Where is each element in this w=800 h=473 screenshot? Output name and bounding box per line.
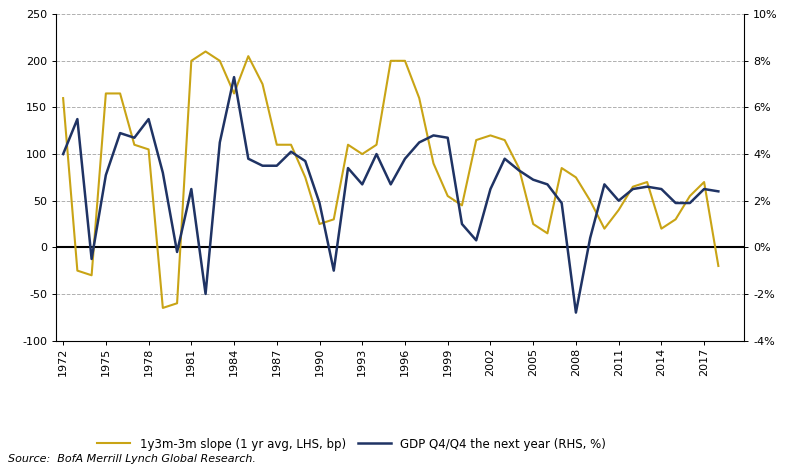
1y3m-3m slope (1 yr avg, LHS, bp) xyxy=(258,81,267,87)
GDP Q4/Q4 the next year (RHS, %) xyxy=(429,132,438,138)
GDP Q4/Q4 the next year (RHS, %) xyxy=(514,167,524,173)
1y3m-3m slope (1 yr avg, LHS, bp) xyxy=(301,175,310,180)
1y3m-3m slope (1 yr avg, LHS, bp) xyxy=(144,147,154,152)
1y3m-3m slope (1 yr avg, LHS, bp) xyxy=(58,95,68,101)
1y3m-3m slope (1 yr avg, LHS, bp) xyxy=(243,53,253,59)
1y3m-3m slope (1 yr avg, LHS, bp) xyxy=(372,142,382,148)
1y3m-3m slope (1 yr avg, LHS, bp) xyxy=(73,268,82,273)
1y3m-3m slope (1 yr avg, LHS, bp) xyxy=(614,207,623,213)
1y3m-3m slope (1 yr avg, LHS, bp) xyxy=(358,151,367,157)
GDP Q4/Q4 the next year (RHS, %) xyxy=(685,200,694,206)
GDP Q4/Q4 the next year (RHS, %) xyxy=(358,182,367,187)
GDP Q4/Q4 the next year (RHS, %) xyxy=(230,74,239,80)
GDP Q4/Q4 the next year (RHS, %) xyxy=(600,182,610,187)
GDP Q4/Q4 the next year (RHS, %) xyxy=(443,135,453,140)
GDP Q4/Q4 the next year (RHS, %) xyxy=(542,182,552,187)
GDP Q4/Q4 the next year (RHS, %) xyxy=(258,163,267,168)
GDP Q4/Q4 the next year (RHS, %) xyxy=(486,186,495,192)
1y3m-3m slope (1 yr avg, LHS, bp) xyxy=(186,58,196,64)
1y3m-3m slope (1 yr avg, LHS, bp) xyxy=(201,49,210,54)
GDP Q4/Q4 the next year (RHS, %) xyxy=(586,235,595,241)
GDP Q4/Q4 the next year (RHS, %) xyxy=(201,291,210,297)
1y3m-3m slope (1 yr avg, LHS, bp) xyxy=(386,58,395,64)
GDP Q4/Q4 the next year (RHS, %) xyxy=(301,158,310,164)
GDP Q4/Q4 the next year (RHS, %) xyxy=(314,200,324,206)
1y3m-3m slope (1 yr avg, LHS, bp) xyxy=(514,165,524,171)
1y3m-3m slope (1 yr avg, LHS, bp) xyxy=(158,305,168,311)
GDP Q4/Q4 the next year (RHS, %) xyxy=(628,186,638,192)
1y3m-3m slope (1 yr avg, LHS, bp) xyxy=(542,230,552,236)
GDP Q4/Q4 the next year (RHS, %) xyxy=(414,140,424,145)
GDP Q4/Q4 the next year (RHS, %) xyxy=(457,221,466,227)
GDP Q4/Q4 the next year (RHS, %) xyxy=(671,200,681,206)
GDP Q4/Q4 the next year (RHS, %) xyxy=(186,186,196,192)
GDP Q4/Q4 the next year (RHS, %) xyxy=(657,186,666,192)
Line: 1y3m-3m slope (1 yr avg, LHS, bp): 1y3m-3m slope (1 yr avg, LHS, bp) xyxy=(63,52,718,308)
GDP Q4/Q4 the next year (RHS, %) xyxy=(528,177,538,183)
1y3m-3m slope (1 yr avg, LHS, bp) xyxy=(500,137,510,143)
Text: Source:  BofA Merrill Lynch Global Research.: Source: BofA Merrill Lynch Global Resear… xyxy=(8,454,256,464)
1y3m-3m slope (1 yr avg, LHS, bp) xyxy=(343,142,353,148)
GDP Q4/Q4 the next year (RHS, %) xyxy=(101,172,110,178)
GDP Q4/Q4 the next year (RHS, %) xyxy=(372,151,382,157)
GDP Q4/Q4 the next year (RHS, %) xyxy=(386,182,395,187)
1y3m-3m slope (1 yr avg, LHS, bp) xyxy=(101,91,110,96)
1y3m-3m slope (1 yr avg, LHS, bp) xyxy=(414,95,424,101)
1y3m-3m slope (1 yr avg, LHS, bp) xyxy=(486,132,495,138)
GDP Q4/Q4 the next year (RHS, %) xyxy=(714,189,723,194)
1y3m-3m slope (1 yr avg, LHS, bp) xyxy=(115,91,125,96)
GDP Q4/Q4 the next year (RHS, %) xyxy=(243,156,253,162)
1y3m-3m slope (1 yr avg, LHS, bp) xyxy=(714,263,723,269)
1y3m-3m slope (1 yr avg, LHS, bp) xyxy=(571,175,581,180)
1y3m-3m slope (1 yr avg, LHS, bp) xyxy=(685,193,694,199)
1y3m-3m slope (1 yr avg, LHS, bp) xyxy=(600,226,610,231)
GDP Q4/Q4 the next year (RHS, %) xyxy=(158,170,168,175)
Line: GDP Q4/Q4 the next year (RHS, %): GDP Q4/Q4 the next year (RHS, %) xyxy=(63,77,718,313)
Legend: 1y3m-3m slope (1 yr avg, LHS, bp), GDP Q4/Q4 the next year (RHS, %): 1y3m-3m slope (1 yr avg, LHS, bp), GDP Q… xyxy=(98,438,606,451)
1y3m-3m slope (1 yr avg, LHS, bp) xyxy=(671,217,681,222)
GDP Q4/Q4 the next year (RHS, %) xyxy=(400,156,410,162)
1y3m-3m slope (1 yr avg, LHS, bp) xyxy=(130,142,139,148)
GDP Q4/Q4 the next year (RHS, %) xyxy=(144,116,154,122)
1y3m-3m slope (1 yr avg, LHS, bp) xyxy=(443,193,453,199)
1y3m-3m slope (1 yr avg, LHS, bp) xyxy=(272,142,282,148)
GDP Q4/Q4 the next year (RHS, %) xyxy=(614,198,623,203)
1y3m-3m slope (1 yr avg, LHS, bp) xyxy=(528,221,538,227)
GDP Q4/Q4 the next year (RHS, %) xyxy=(500,156,510,162)
GDP Q4/Q4 the next year (RHS, %) xyxy=(642,184,652,190)
1y3m-3m slope (1 yr avg, LHS, bp) xyxy=(699,179,709,185)
GDP Q4/Q4 the next year (RHS, %) xyxy=(557,200,566,206)
1y3m-3m slope (1 yr avg, LHS, bp) xyxy=(215,58,225,64)
GDP Q4/Q4 the next year (RHS, %) xyxy=(130,135,139,140)
1y3m-3m slope (1 yr avg, LHS, bp) xyxy=(657,226,666,231)
1y3m-3m slope (1 yr avg, LHS, bp) xyxy=(471,137,481,143)
1y3m-3m slope (1 yr avg, LHS, bp) xyxy=(642,179,652,185)
1y3m-3m slope (1 yr avg, LHS, bp) xyxy=(172,300,182,306)
1y3m-3m slope (1 yr avg, LHS, bp) xyxy=(230,91,239,96)
1y3m-3m slope (1 yr avg, LHS, bp) xyxy=(87,272,97,278)
1y3m-3m slope (1 yr avg, LHS, bp) xyxy=(429,160,438,166)
1y3m-3m slope (1 yr avg, LHS, bp) xyxy=(286,142,296,148)
1y3m-3m slope (1 yr avg, LHS, bp) xyxy=(628,184,638,190)
GDP Q4/Q4 the next year (RHS, %) xyxy=(272,163,282,168)
GDP Q4/Q4 the next year (RHS, %) xyxy=(471,237,481,243)
GDP Q4/Q4 the next year (RHS, %) xyxy=(329,268,338,273)
1y3m-3m slope (1 yr avg, LHS, bp) xyxy=(329,217,338,222)
GDP Q4/Q4 the next year (RHS, %) xyxy=(58,151,68,157)
GDP Q4/Q4 the next year (RHS, %) xyxy=(215,140,225,145)
GDP Q4/Q4 the next year (RHS, %) xyxy=(571,310,581,315)
1y3m-3m slope (1 yr avg, LHS, bp) xyxy=(557,165,566,171)
GDP Q4/Q4 the next year (RHS, %) xyxy=(115,130,125,136)
GDP Q4/Q4 the next year (RHS, %) xyxy=(343,165,353,171)
1y3m-3m slope (1 yr avg, LHS, bp) xyxy=(400,58,410,64)
GDP Q4/Q4 the next year (RHS, %) xyxy=(172,249,182,255)
GDP Q4/Q4 the next year (RHS, %) xyxy=(87,256,97,262)
GDP Q4/Q4 the next year (RHS, %) xyxy=(286,149,296,155)
GDP Q4/Q4 the next year (RHS, %) xyxy=(73,116,82,122)
1y3m-3m slope (1 yr avg, LHS, bp) xyxy=(457,202,466,208)
1y3m-3m slope (1 yr avg, LHS, bp) xyxy=(586,198,595,203)
1y3m-3m slope (1 yr avg, LHS, bp) xyxy=(314,221,324,227)
GDP Q4/Q4 the next year (RHS, %) xyxy=(699,186,709,192)
